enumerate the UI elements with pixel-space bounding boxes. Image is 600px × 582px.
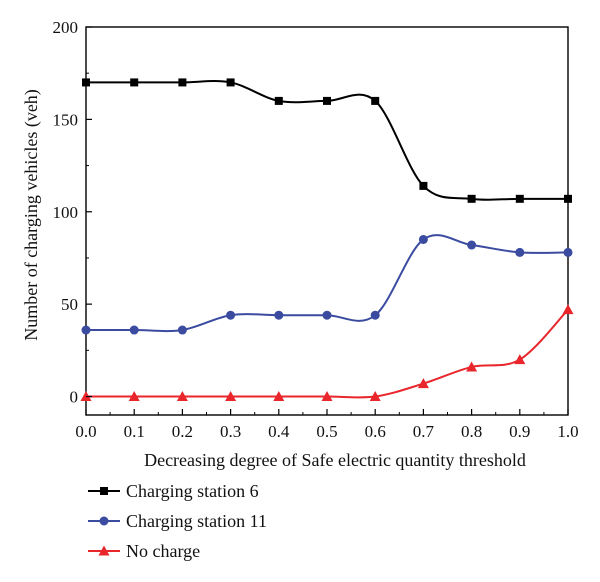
x-tick-label: 0.2	[172, 422, 193, 441]
data-point-charging-station-6	[371, 96, 380, 105]
x-tick-label: 0.6	[365, 422, 386, 441]
data-point-charging-station-11	[370, 310, 380, 320]
data-point-no-charge	[466, 361, 478, 372]
data-point-charging-station-11	[226, 310, 236, 320]
legend: Charging station 6 Charging station 11 No …	[88, 481, 267, 561]
data-point-charging-station-11	[129, 325, 139, 335]
legend-marker-charging-station-11	[99, 516, 109, 526]
data-point-charging-station-6	[467, 194, 476, 203]
y-tick-label: 100	[53, 203, 79, 222]
data-point-charging-station-6	[564, 194, 572, 203]
legend-label-no-charge: No charge	[126, 541, 200, 561]
x-tick-label: 0.9	[509, 422, 530, 441]
data-point-charging-station-6	[226, 78, 235, 87]
x-tick-label: 0.5	[316, 422, 337, 441]
data-point-charging-station-11	[563, 247, 573, 257]
data-point-charging-station-6	[130, 78, 139, 87]
x-tick-label: 0.0	[75, 422, 96, 441]
data-point-charging-station-11	[177, 325, 187, 335]
plot-frame	[85, 26, 569, 416]
x-tick-label: 0.3	[220, 422, 241, 441]
data-point-charging-station-11	[418, 234, 428, 244]
x-tick-label: 0.8	[461, 422, 482, 441]
series-line-no-charge	[86, 308, 569, 399]
data-point-no-charge	[273, 391, 285, 402]
ticks-layer: 0.0 0.1 0.2 0.3 0.4 0.5 0.6 0.7 0.8 0.9 1.0 0 50 100 1…	[53, 18, 579, 441]
y-tick-label: 200	[53, 18, 79, 37]
data-point-no-charge	[369, 391, 381, 402]
data-point-charging-station-11	[515, 247, 525, 257]
data-point-charging-station-11	[81, 325, 91, 335]
legend-label-charging-station-6: Charging station 6	[126, 481, 259, 501]
data-point-no-charge	[321, 391, 333, 402]
x-axis-title: Decreasing degree of Safe electric quant…	[144, 450, 526, 470]
data-point-no-charge	[176, 391, 188, 402]
data-point-charging-station-11	[467, 240, 477, 250]
data-point-charging-station-6	[82, 78, 90, 87]
y-tick-label: 150	[53, 110, 79, 129]
data-point-charging-station-6	[419, 181, 428, 190]
data-point-charging-station-6	[323, 96, 331, 105]
data-point-no-charge	[128, 391, 140, 402]
legend-marker-no-charge	[98, 545, 110, 556]
legend-label-charging-station-11: Charging station 11	[126, 511, 267, 531]
series-layer	[80, 78, 574, 402]
data-point-charging-station-11	[322, 310, 332, 320]
legend-marker-charging-station-6	[100, 487, 108, 495]
y-tick-label: 0	[70, 388, 79, 407]
x-tick-label: 0.1	[124, 422, 145, 441]
x-tick-label: 1.0	[557, 422, 578, 441]
data-point-charging-station-11	[274, 310, 284, 320]
y-tick-label: 50	[61, 295, 78, 314]
data-point-no-charge	[514, 354, 526, 365]
y-axis-title: Number of charging vehicles (veh)	[21, 89, 42, 341]
x-tick-label: 0.7	[413, 422, 435, 441]
data-point-no-charge	[417, 378, 429, 389]
plot-area	[85, 26, 569, 416]
data-point-charging-station-6	[178, 78, 187, 87]
x-tick-label: 0.4	[268, 422, 290, 441]
data-point-charging-station-6	[274, 96, 283, 105]
data-point-no-charge	[225, 391, 237, 402]
data-point-charging-station-6	[515, 194, 524, 203]
data-point-no-charge	[562, 304, 574, 315]
